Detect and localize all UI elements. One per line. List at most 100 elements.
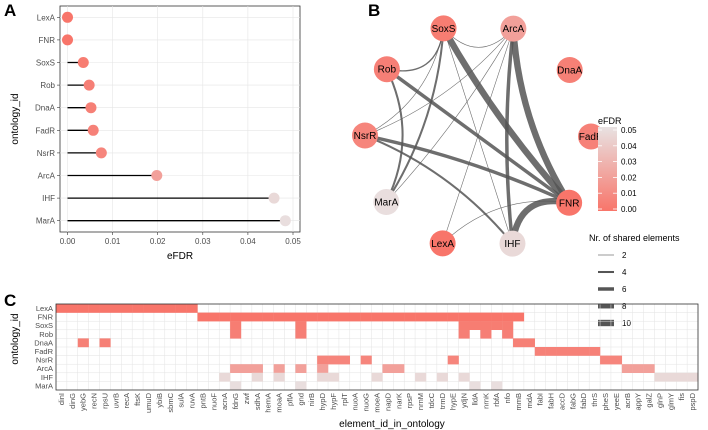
heatmap-cell-fnr-trmd [436,312,448,322]
heatmap-row-label-lexa: LexA [36,304,53,313]
heatmap-cell-fnr-zwf [240,312,253,322]
heatmap-cell-lexa-uvrb [110,304,122,313]
node-lexa [429,230,456,257]
heatmap-cell-lexa-rpsu [99,304,111,313]
heatmap-column-label-galz: galZ [645,393,654,408]
heatmap-cell-lexa-ding [66,304,78,313]
edge-rob-mara [385,68,404,203]
node-label-soxs: SoxS [432,24,456,35]
heatmap-column-label-glmy: glmY [666,393,675,410]
heatmap-column-label-nuoa: nuoA [351,393,360,411]
heatmap-cell-mara-llda [469,381,481,391]
heatmap-cell-nsrr-nuog [360,355,372,365]
heatmap-column-label-fabd: fabD [579,392,588,408]
panel-a-x-tick-label: 0.03 [195,237,211,246]
heatmap-column-label-fabh: fabH [547,393,556,409]
efdr-legend-title: eFDR [598,116,622,126]
heatmap-column-label-moaa: moaA [275,393,284,413]
heatmap-cell-mara-fdng [230,381,242,391]
panel-letter-c: C [4,291,16,310]
heatmap-row-label-ihf: IHF [41,373,54,382]
heatmap-row-label-dnaa: DnaA [34,338,53,347]
heatmap-cell-ihf-trmd [436,372,448,382]
heatmap-cell-soxs-rbfa [491,321,503,330]
heatmap-column-label-pntb: pntB [198,393,207,408]
heatmap-cell-fnr-llda [469,312,481,322]
heatmap-cell-ihf-hypd [317,372,329,382]
heatmap-cell-rob-nrnk [480,329,492,339]
heatmap-cell-fnr-nuof [208,312,220,322]
heatmap-column-label-pfla: pflA [285,393,294,406]
panel-a-y-tick-mara: MarA [36,217,56,226]
heatmap-cell-fnr-rpsp [404,312,416,322]
heatmap-cell-rob-ydjn [458,329,470,339]
node-ihf [499,230,526,257]
efdr-colorbar [598,127,617,211]
node-rob [373,56,400,83]
heatmap-border [55,303,699,391]
edge-arca-mara [386,28,514,203]
lollipop-point-arca [151,170,163,181]
heatmap-cell-ihf-acna [219,372,231,382]
edge-arca-nsrr [364,28,514,136]
node-label-fnr: FNR [559,198,580,209]
heatmap-cell-soxs-gnd [295,321,307,330]
heatmap-cell-arca-sdha [251,364,263,373]
heatmap-column-label-moea: moeA [373,393,382,413]
heatmap-cell-fnr-pfla [284,312,296,322]
lollipop-point-ihf [268,192,280,204]
panel-a-x-tick-label: 0.05 [285,237,301,246]
heatmap-column-label-hypf: hypF [329,393,338,410]
panel-a-y-tick-fnr: FNR [39,36,56,45]
efdr-legend-tick-label: 0.00 [621,205,637,214]
node-mara [373,189,400,216]
heatmap-column-label-ding: dinG [68,393,77,409]
heatmap-cell-ihf-sdha [251,372,263,382]
panel-a-x-tick-label: 0.02 [150,237,166,246]
network-nodes: SoxS ArcA DnaA FadR FNR IHF LexA MarA NsrR Rob [352,15,604,257]
heatmap-row-label-soxs: SoxS [35,321,53,330]
heatmap-column-label-rbfa: rbfA [492,393,501,407]
heatmap-column-label-zwf: zwf [242,392,251,404]
efdr-legend-tick-label: 0.01 [621,189,637,198]
panel-a-x-axis-title: eFDR [167,251,193,262]
shared-elements-legend-items: 2 4 6 8 10 [598,251,631,328]
shared-elements-legend-title: Nr. of shared elements [589,233,680,243]
heatmap-cell-fnr-fdng [230,312,242,322]
heatmap-cell-mara-gnd [295,381,307,391]
heatmap-cell-fnr-rplt [338,312,350,322]
heatmap-cell-lexa-ruva [186,304,198,313]
heatmap-column-label-hema: hemA [264,393,273,413]
shared-elements-legend-label-2: 2 [622,251,627,260]
edge-arca-ihf [505,28,516,244]
heatmap-cell-arca-appy [632,364,644,373]
panel-a-x-tick-label: 0.01 [105,237,121,246]
heatmap-cell-dnaa-mmb [513,338,525,348]
heatmap-column-label-sula: sulA [177,393,186,408]
heatmap-column-label-ydjn: ydjN [460,393,469,408]
heatmap-cell-fadr-fabh [545,347,557,356]
heatmap-column-label-acrb: acrB [623,393,632,408]
shared-elements-legend-label-4: 4 [622,268,627,277]
heatmap-cell-ihf-nrnm [415,372,427,382]
heatmap-column-label-pspd: pspD [688,392,697,410]
heatmap-cell-fnr-moaa [273,312,285,322]
heatmap-column-label-nuog: nuoG [362,393,371,412]
heatmap-cell-fnr-hype [447,312,459,322]
heatmap-cell-nsrr-phes [600,355,612,365]
heatmap-row-label-nsrr: NsrR [36,356,54,365]
heatmap-column-label-trmd: trmD [438,392,447,409]
node-label-arca: ArcA [503,24,525,35]
heatmap-cell-fnr-nuoa [349,312,361,322]
heatmap-column-label-yeee: yeeE [612,393,621,410]
heatmap-cell-fadr-accd [556,347,568,356]
heatmap-cell-dnaa-mda [523,338,535,348]
edge-arca-fnr [510,28,572,205]
heatmap-cell-ihf-ydjn [458,372,470,382]
panel-a-x-tick-label: 0.00 [60,237,76,246]
edge-nsrr-fnr [364,133,570,205]
heatmap-y-axis-title: ontology_id [10,313,21,364]
heatmap-column-label-reca: recA [122,393,131,408]
heatmap-column-label-fabg: fabG [568,393,577,409]
